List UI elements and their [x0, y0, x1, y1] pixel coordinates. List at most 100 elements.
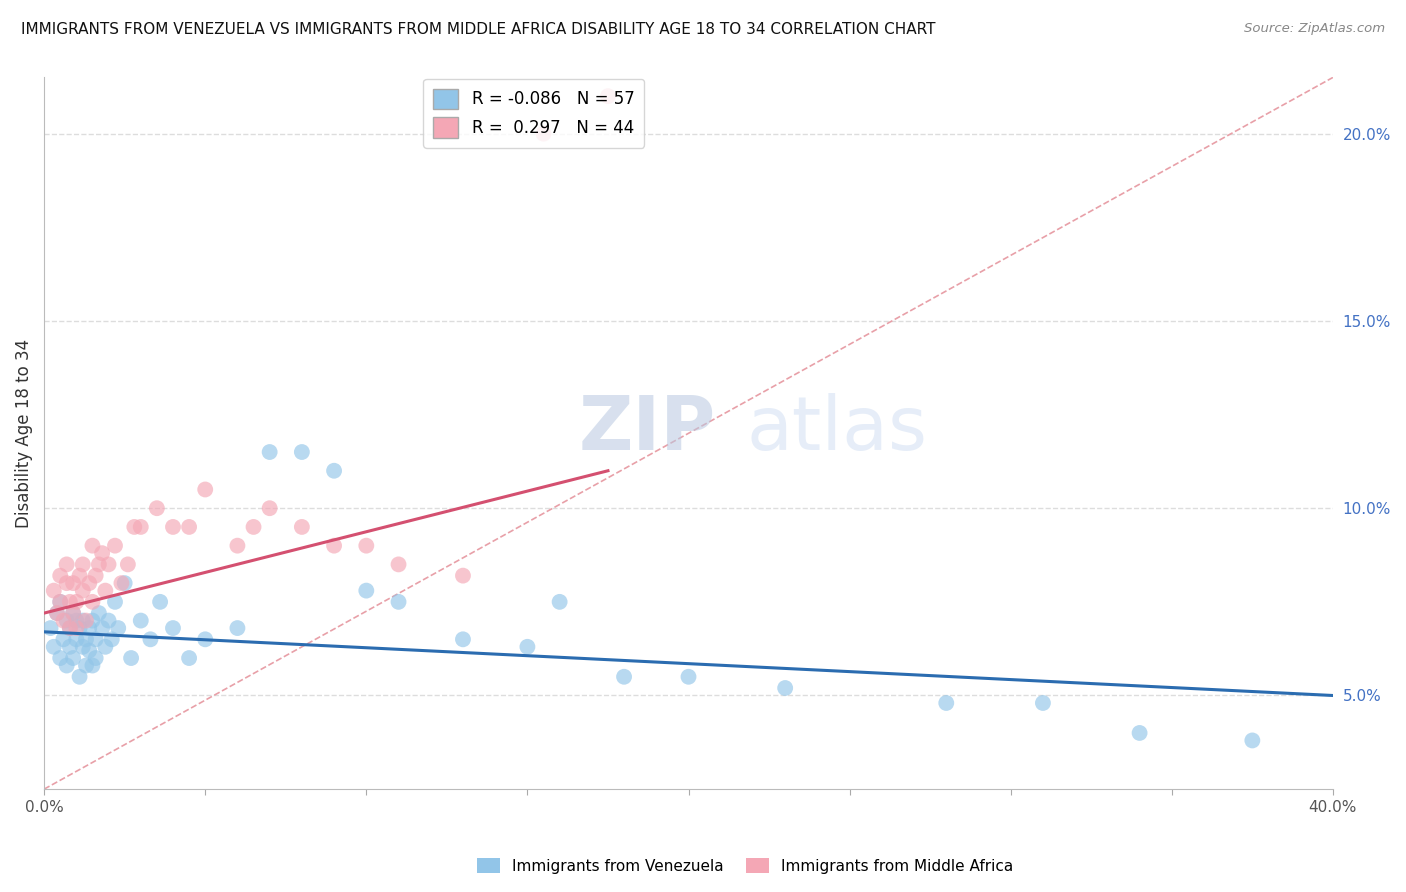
- Point: [94, 640, 117, 654]
- Point: [451, 568, 474, 582]
- Point: [52, 614, 75, 628]
- Point: [226, 621, 249, 635]
- Point: [69, 670, 91, 684]
- Point: [69, 621, 91, 635]
- Point: [49, 595, 72, 609]
- Point: [55, 658, 77, 673]
- Point: [356, 539, 378, 553]
- Point: [516, 640, 538, 654]
- Text: IMMIGRANTS FROM VENEZUELA VS IMMIGRANTS FROM MIDDLE AFRICA DISABILITY AGE 18 TO : IMMIGRANTS FROM VENEZUELA VS IMMIGRANTS …: [21, 22, 935, 37]
- Point: [596, 89, 619, 103]
- Point: [39, 621, 62, 635]
- Point: [87, 606, 110, 620]
- Point: [59, 640, 82, 654]
- Text: Source: ZipAtlas.com: Source: ZipAtlas.com: [1244, 22, 1385, 36]
- Point: [77, 621, 100, 635]
- Point: [65, 621, 87, 635]
- Point: [259, 501, 281, 516]
- Point: [194, 632, 217, 647]
- Point: [65, 595, 87, 609]
- Point: [104, 539, 127, 553]
- Point: [259, 445, 281, 459]
- Point: [533, 127, 555, 141]
- Point: [773, 681, 796, 695]
- Point: [65, 632, 87, 647]
- Point: [62, 606, 84, 620]
- Legend: Immigrants from Venezuela, Immigrants from Middle Africa: Immigrants from Venezuela, Immigrants fr…: [471, 852, 1019, 880]
- Point: [59, 621, 82, 635]
- Point: [323, 539, 346, 553]
- Point: [291, 520, 314, 534]
- Point: [91, 621, 114, 635]
- Point: [149, 595, 172, 609]
- Point: [84, 632, 107, 647]
- Point: [42, 640, 65, 654]
- Point: [291, 445, 314, 459]
- Point: [451, 632, 474, 647]
- Point: [162, 520, 184, 534]
- Point: [120, 651, 142, 665]
- Point: [84, 651, 107, 665]
- Point: [194, 483, 217, 497]
- Point: [100, 632, 122, 647]
- Point: [75, 658, 97, 673]
- Point: [177, 520, 200, 534]
- Point: [55, 558, 77, 572]
- Point: [55, 614, 77, 628]
- Point: [124, 520, 146, 534]
- Point: [75, 632, 97, 647]
- Point: [177, 651, 200, 665]
- Point: [59, 595, 82, 609]
- Point: [72, 640, 94, 654]
- Point: [129, 520, 152, 534]
- Point: [77, 643, 100, 657]
- Point: [110, 576, 132, 591]
- Point: [97, 614, 120, 628]
- Point: [82, 614, 104, 628]
- Point: [82, 539, 104, 553]
- Point: [82, 595, 104, 609]
- Point: [146, 501, 169, 516]
- Point: [65, 614, 87, 628]
- Point: [613, 670, 636, 684]
- Point: [82, 658, 104, 673]
- Point: [75, 614, 97, 628]
- Point: [323, 464, 346, 478]
- Point: [935, 696, 957, 710]
- Point: [52, 632, 75, 647]
- Point: [117, 558, 139, 572]
- Point: [72, 583, 94, 598]
- Point: [72, 614, 94, 628]
- Point: [62, 651, 84, 665]
- Point: [87, 558, 110, 572]
- Point: [69, 568, 91, 582]
- Legend: R = -0.086   N = 57, R =  0.297   N = 44: R = -0.086 N = 57, R = 0.297 N = 44: [423, 78, 644, 148]
- Point: [139, 632, 162, 647]
- Point: [548, 595, 571, 609]
- Y-axis label: Disability Age 18 to 34: Disability Age 18 to 34: [15, 339, 32, 528]
- Point: [46, 606, 69, 620]
- Point: [94, 583, 117, 598]
- Point: [1032, 696, 1054, 710]
- Point: [49, 595, 72, 609]
- Point: [114, 576, 136, 591]
- Point: [387, 595, 409, 609]
- Text: atlas: atlas: [747, 393, 928, 467]
- Point: [62, 606, 84, 620]
- Point: [107, 621, 129, 635]
- Point: [97, 558, 120, 572]
- Point: [678, 670, 700, 684]
- Point: [77, 576, 100, 591]
- Point: [1129, 726, 1152, 740]
- Point: [226, 539, 249, 553]
- Point: [72, 558, 94, 572]
- Point: [162, 621, 184, 635]
- Text: ZIP: ZIP: [579, 393, 716, 467]
- Point: [62, 576, 84, 591]
- Point: [84, 568, 107, 582]
- Point: [49, 568, 72, 582]
- Point: [387, 558, 409, 572]
- Point: [59, 621, 82, 635]
- Point: [42, 583, 65, 598]
- Point: [356, 583, 378, 598]
